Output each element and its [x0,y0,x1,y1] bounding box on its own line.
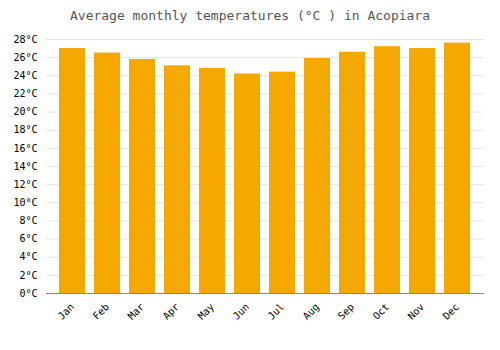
svg-text:28°C: 28°C [13,34,37,45]
svg-text:2°C: 2°C [19,270,37,281]
svg-text:Aug: Aug [301,301,322,322]
svg-text:Apr: Apr [161,301,182,322]
svg-text:6°C: 6°C [19,233,37,244]
svg-text:Mar: Mar [126,301,147,322]
svg-text:May: May [196,301,217,322]
svg-text:24°C: 24°C [13,70,37,81]
svg-text:14°C: 14°C [13,161,37,172]
html-text:Average monthly temperatures (: Average monthly temperatures (°C ) in Ac… [70,8,430,23]
svg-text:18°C: 18°C [13,124,37,135]
svg-text:Oct: Oct [371,301,392,322]
svg-text:Feb: Feb [91,301,112,322]
svg-text:Jan: Jan [56,301,77,322]
svg-text:Jun: Jun [231,301,252,322]
svg-text:Sep: Sep [336,301,357,322]
svg-text:Nov: Nov [406,301,427,322]
svg-text:4°C: 4°C [19,251,37,262]
svg-text:26°C: 26°C [13,52,37,63]
svg-text:10°C: 10°C [13,197,37,208]
svg-text:Jul: Jul [266,301,287,322]
svg-text:12°C: 12°C [13,179,37,190]
svg-text:16°C: 16°C [13,143,37,154]
svg-text:Dec: Dec [441,301,462,322]
svg-text:22°C: 22°C [13,88,37,99]
svg-text:8°C: 8°C [19,215,37,226]
svg-text:20°C: 20°C [13,106,37,117]
svg-text:0°C: 0°C [19,288,37,299]
